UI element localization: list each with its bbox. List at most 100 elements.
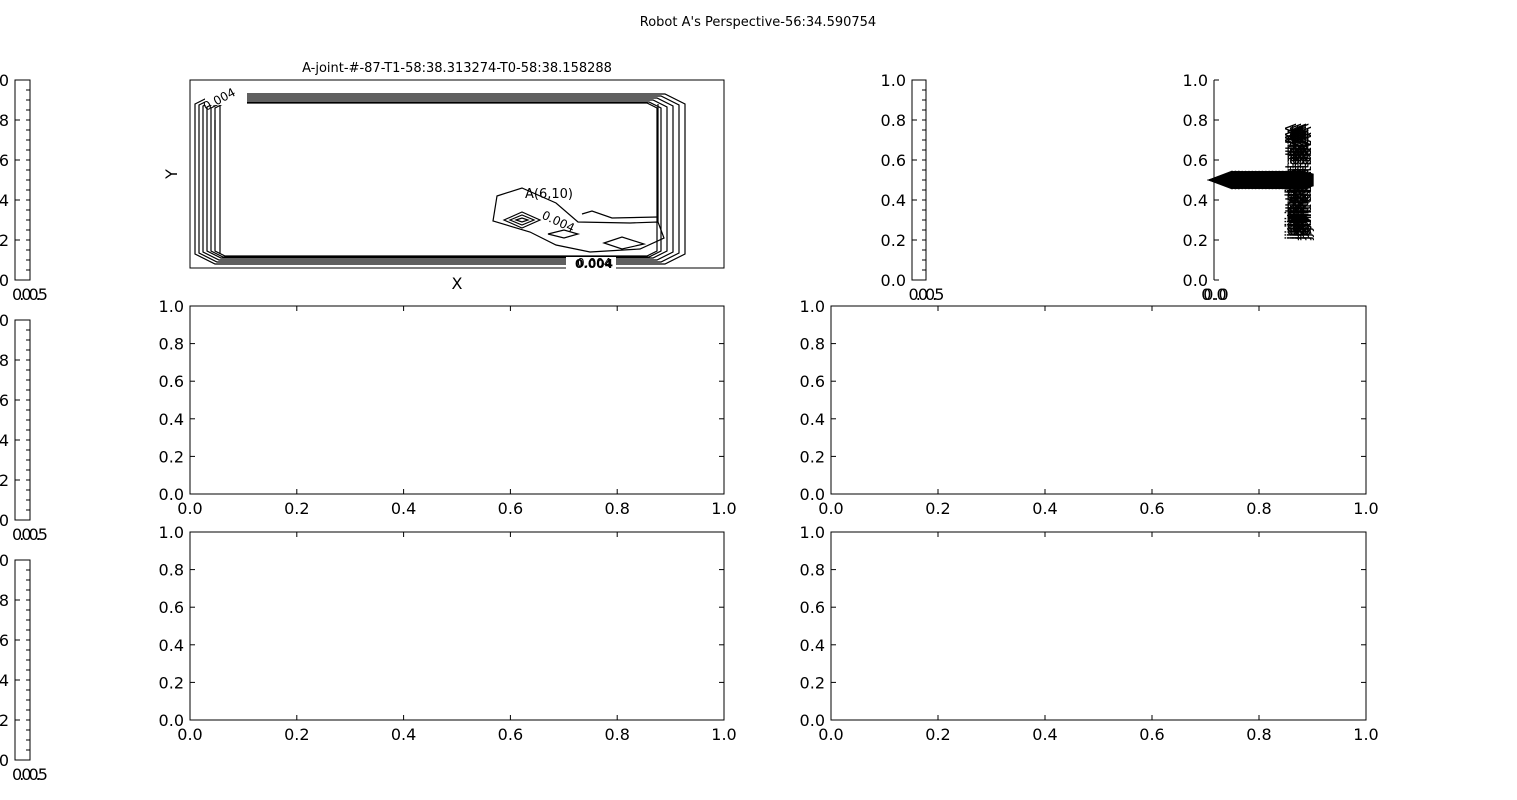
y-tick-label: 0.4 (159, 636, 184, 655)
y-tick-label: 0.6 (159, 372, 184, 391)
axes-empty-mid-left: 0.0 0.2 0.4 0.6 0.8 1.0 0.0 0.2 0.4 0.6 0.8 1.0 (159, 297, 737, 518)
axes-frame (830, 531, 1367, 721)
colorbar-tick-label: 1.0 (0, 551, 9, 570)
contour-label-bg (205, 92, 247, 105)
contour-title: A-joint-#-87-T1-58:38.313274-T0-58:38.15… (302, 61, 612, 76)
contour-blob (547, 229, 581, 239)
axes-empty-bottom-left: 0.0 0.2 0.4 0.6 0.8 1.0 0.0 0.2 0.4 0.6 0.8 1.0 (159, 523, 737, 744)
x-tick-label: 0.4 (391, 499, 416, 518)
x-axis-label: X (452, 274, 463, 293)
colorbar-xtick-overlap: 0.00.5 (12, 765, 47, 784)
point-label: A(6,10) (525, 187, 573, 202)
axes-empty-bottom-right: 0.0 0.2 0.4 0.6 0.8 1.0 0.0 0.2 0.4 0.6 0.8 1.0 (800, 523, 1379, 744)
colorbar-tick-label: 0.0 (881, 271, 906, 290)
colorbar-tick-label: 0.2 (0, 471, 9, 490)
x-tick-label: 0.6 (498, 499, 523, 518)
contour-bump (492, 187, 665, 253)
axes-empty-mid-right: 0.0 0.2 0.4 0.6 0.8 1.0 0.0 0.2 0.4 0.6 0.8 1.0 (800, 297, 1379, 518)
y-tick-label: 1.0 (1183, 71, 1208, 90)
joint-dist-label: joint dist. at A (1292, 126, 1310, 232)
contour-ring (198, 95, 680, 263)
joint-dist-label: joint dist. at A (1282, 129, 1300, 235)
contour-level-label: 0.004 (575, 257, 613, 271)
y-axis-label: Y (162, 169, 181, 180)
x-tick-label: 0.0 (818, 725, 843, 744)
joint-dist-label: joint dist. at A (1292, 123, 1310, 229)
colorbar-xtick-overlap: 0.00.5 (12, 525, 47, 544)
contour-blob (602, 236, 647, 250)
x-tick-label: 0.4 (1032, 499, 1057, 518)
axes-contour: A-joint-#-87-T1-58:38.313274-T0-58:38.15… (162, 61, 725, 293)
y-tick-label: 0.4 (159, 410, 184, 429)
x-tick-label: 1.0 (711, 725, 736, 744)
joint-dist-label: joint dist. at A (1295, 135, 1313, 241)
contour-ring (214, 102, 658, 257)
contour-peak-ring (514, 217, 530, 223)
joint-dist-label: joint dist. at A (1295, 129, 1313, 235)
y-tick-label: 1.0 (800, 523, 825, 542)
y-tick-label: 1.0 (159, 297, 184, 316)
y-tick-label: 0.6 (159, 598, 184, 617)
y-tick-label: 0.0 (1183, 271, 1208, 290)
axes-frame (189, 531, 725, 721)
colorbar-tick-label: 1.0 (881, 71, 906, 90)
x-tick-label: 0.8 (1246, 725, 1271, 744)
y-tick-label: 0.8 (1183, 111, 1208, 130)
y-tick-label: 0.6 (1183, 151, 1208, 170)
joint-dist-label: joint dist. at A (1297, 132, 1315, 238)
x-tick-label: 0.0 (818, 499, 843, 518)
y-tick-label: 0.8 (159, 561, 184, 580)
colorbar-tick-label: 1.0 (0, 71, 9, 90)
x-tick-label: 1.0 (1353, 499, 1378, 518)
joint-dist-label: joint dist. at A (1295, 123, 1313, 229)
colorbar-tick-label: 0.8 (881, 111, 906, 130)
x-tick-label: 0.8 (1246, 499, 1271, 518)
figure-suptitle: Robot A's Perspective-56:34.590754 (640, 15, 876, 30)
joint-dist-label: joint dist. at A (1287, 123, 1305, 229)
contour-ring (206, 99, 668, 259)
x-tick-label: 0.8 (604, 725, 629, 744)
colorbar-tick-label: 1.0 (0, 311, 9, 330)
y-tick-label: 1.0 (159, 523, 184, 542)
y-tick-label: 0.4 (1183, 191, 1208, 210)
y-tick-label: 0.0 (800, 711, 825, 730)
contour-ring (194, 93, 686, 265)
joint-dist-arrow (1207, 170, 1314, 190)
colorbar-tick-label: 0.0 (0, 271, 9, 290)
colorbar-bottom: 0.0 0.2 0.4 0.6 0.8 1.0 0.00.5 (0, 551, 50, 784)
joint-dist-label: joint dist. at A (1287, 132, 1305, 238)
x-tick-label: 0.2 (925, 725, 950, 744)
colorbar-mid: 0.0 0.2 0.4 0.6 0.8 1.0 0.00.5 (0, 311, 50, 544)
x-tick-label: 0.2 (925, 499, 950, 518)
y-tick-label: 0.2 (800, 447, 825, 466)
joint-dist-label: joint dist. at A (1290, 135, 1308, 241)
x-tick-label: 0.6 (498, 725, 523, 744)
joint-dist-label: joint dist. at A (1285, 132, 1303, 238)
contour-peak-ring (508, 214, 536, 226)
contour-peak-ring (502, 211, 542, 229)
colorbar-tick-label: 0.6 (0, 631, 9, 650)
colorbar-tick-label: 0.4 (0, 191, 9, 210)
joint-dist-label: joint dist. at A (1297, 126, 1315, 232)
y-tick-label: 0.2 (159, 447, 184, 466)
colorbar-top: 0.0 0.2 0.4 0.6 0.8 1.0 0.00.5 (0, 71, 50, 304)
colorbar-tick-label: 0.2 (0, 231, 9, 250)
y-tick-label: 0.8 (800, 335, 825, 354)
x-tick-label: 0.6 (1139, 725, 1164, 744)
contour-bump (581, 210, 659, 219)
x-tick-label: 0.2 (284, 725, 309, 744)
colorbar-tick-label: 0.8 (0, 351, 9, 370)
colorbar-tick-label: 0.4 (0, 431, 9, 450)
colorbar-tick-label: 0.2 (0, 711, 9, 730)
joint-dist-label: joint dist. at A (1282, 123, 1300, 229)
joint-dist-label: joint dist. at A (1290, 129, 1308, 235)
colorbar-tick-label: 0.4 (881, 191, 906, 210)
contour-ring (202, 97, 674, 261)
joint-dist-label: joint dist. at A (1285, 135, 1303, 241)
colorbar-tick-label: 0.6 (0, 391, 9, 410)
y-tick-label: 0.8 (159, 335, 184, 354)
x-tick-label: 0.4 (1032, 725, 1057, 744)
colorbar-right: 0.0 0.2 0.4 0.6 0.8 1.0 0.00.5 (881, 71, 947, 304)
